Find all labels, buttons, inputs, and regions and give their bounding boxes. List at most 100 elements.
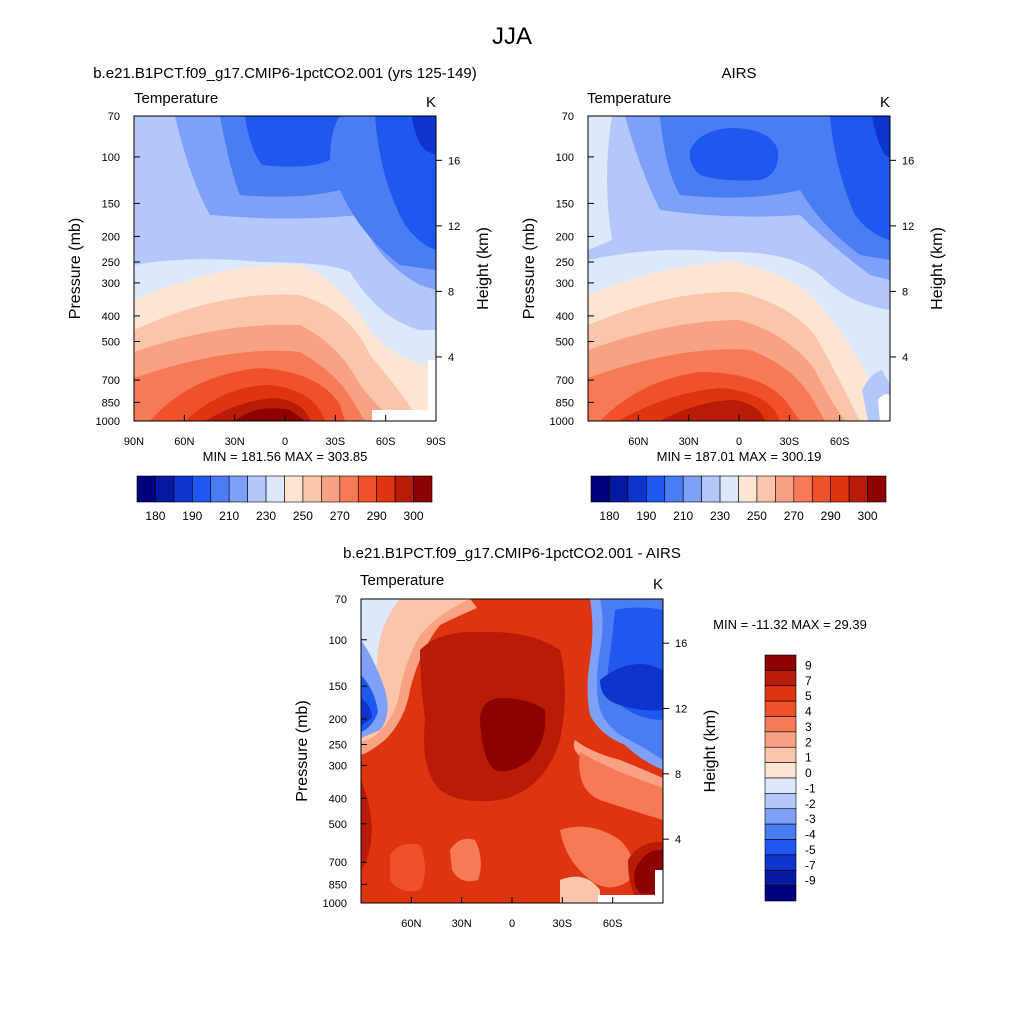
missing-data — [598, 895, 663, 903]
x-tick-label: 60S — [376, 436, 396, 448]
x-tick-label: 60S — [603, 918, 623, 930]
colorbar-swatch — [682, 475, 702, 503]
y2-tick-label: 16 — [675, 638, 687, 650]
panel-airs-stats: MIN = 187.01 MAX = 300.19 — [657, 449, 822, 464]
panel-model-variable: Temperature — [134, 90, 218, 107]
x-tick-label: 30S — [553, 918, 573, 930]
y2-tick-label: 16 — [448, 155, 460, 167]
colorbar-label: -5 — [805, 843, 816, 857]
y-tick-label: 700 — [556, 375, 574, 387]
colorbar-swatch — [764, 685, 797, 702]
x-tick-label: 60N — [174, 436, 194, 448]
colorbar-label: 180 — [599, 509, 619, 523]
y2-tick-label: 8 — [448, 286, 454, 298]
y-tick-label: 400 — [102, 311, 120, 323]
panel-model: b.e21.B1PCT.f09_g17.CMIP6-1pctCO2.001 (y… — [67, 65, 492, 523]
contour-band — [579, 752, 663, 820]
colorbar-swatch — [764, 823, 797, 840]
panel-model-colorbar: 180 190 210 230 250 270 290 300 — [136, 475, 433, 523]
colorbar-swatch — [339, 475, 359, 503]
panel-model-title: b.e21.B1PCT.f09_g17.CMIP6-1pctCO2.001 (y… — [93, 65, 477, 82]
panel-diff-units: K — [653, 576, 663, 593]
y2-axis-title: Height (km) — [475, 227, 492, 310]
colorbar-swatch — [764, 716, 797, 733]
y2-tick-label: 12 — [902, 221, 914, 233]
contour-band — [245, 116, 340, 167]
colorbar-swatch — [284, 475, 304, 503]
y-tick-label: 850 — [329, 879, 347, 891]
missing-data — [878, 394, 890, 421]
colorbar-swatch — [357, 475, 377, 503]
y-tick-label: 200 — [329, 714, 347, 726]
colorbar-swatch — [609, 475, 629, 503]
colorbar-swatch — [764, 654, 797, 671]
colorbar-swatch — [664, 475, 684, 503]
colorbar-swatch — [247, 475, 267, 503]
colorbar-swatch — [228, 475, 248, 503]
colorbar-swatch — [764, 793, 797, 810]
contour-band — [235, 408, 305, 421]
panel-model-stats: MIN = 181.56 MAX = 303.85 — [203, 449, 368, 464]
contour-band — [361, 599, 470, 742]
panel-airs-title: AIRS — [721, 65, 756, 82]
x-tick-label: 30S — [780, 436, 800, 448]
colorbar-label: 2 — [805, 735, 812, 749]
colorbar-label: -1 — [805, 781, 816, 795]
panel-diff-title: b.e21.B1PCT.f09_g17.CMIP6-1pctCO2.001 - … — [343, 545, 681, 562]
panel-airs-units: K — [880, 94, 890, 111]
y-tick-label: 250 — [102, 257, 120, 269]
y2-tick-label: 8 — [902, 286, 908, 298]
colorbar-label: 250 — [747, 509, 767, 523]
missing-data — [655, 870, 663, 903]
panel-diff-contours — [361, 599, 663, 903]
colorbar-swatch — [590, 475, 610, 503]
colorbar-label: -4 — [805, 828, 816, 842]
panel-model-axes: 90N 60N 30N 0 30S 60S 90S 70 100 150 200 250 300 400 5… — [67, 111, 492, 448]
y-tick-label: 700 — [329, 857, 347, 869]
y-tick-label: 250 — [329, 740, 347, 752]
colorbar-swatch — [764, 854, 797, 871]
missing-data — [372, 410, 436, 421]
colorbar-swatch — [413, 475, 433, 503]
contour-band — [375, 116, 436, 250]
y-tick-label: 300 — [329, 760, 347, 772]
y2-tick-label: 4 — [675, 834, 681, 846]
colorbar-swatch — [764, 700, 797, 717]
y-tick-label: 150 — [102, 198, 120, 210]
x-tick-label: 60S — [830, 436, 850, 448]
y-tick-label: 1000 — [550, 416, 574, 428]
panel-airs-colorbar: 180 190 210 230 250 270 290 300 — [590, 475, 887, 523]
y-tick-label: 1000 — [96, 416, 120, 428]
contour-band — [450, 838, 481, 882]
colorbar-swatch — [646, 475, 666, 503]
colorbar-label: 290 — [367, 509, 387, 523]
y-tick-label: 300 — [556, 278, 574, 290]
colorbar-label: 210 — [219, 509, 239, 523]
contour-band — [480, 698, 546, 772]
panel-model-contours — [134, 116, 436, 421]
colorbar-label: 180 — [145, 509, 165, 523]
x-tick-label: 30N — [679, 436, 699, 448]
colorbar-label: 290 — [821, 509, 841, 523]
colorbar-swatch — [764, 839, 797, 856]
colorbar-label: 300 — [404, 509, 424, 523]
contour-band — [872, 116, 890, 158]
contour-band — [412, 116, 436, 155]
panel-airs: AIRS Temperature K 60N 30N 0 30S 60S 70 100 150… — [521, 65, 946, 523]
y-tick-label: 150 — [329, 681, 347, 693]
colorbar-swatch — [764, 885, 797, 902]
x-tick-label: 30N — [225, 436, 245, 448]
y-axis-title: Pressure (mb) — [521, 218, 538, 319]
colorbar-swatch — [764, 777, 797, 794]
x-tick-label: 0 — [736, 436, 742, 448]
y-tick-label: 850 — [556, 397, 574, 409]
colorbar-swatch — [173, 475, 193, 503]
panel-airs-contours — [588, 116, 890, 421]
y-tick-label: 500 — [102, 337, 120, 349]
colorbar-swatch — [701, 475, 721, 503]
colorbar-label: 300 — [858, 509, 878, 523]
y-tick-label: 300 — [102, 278, 120, 290]
x-tick-label: 60N — [628, 436, 648, 448]
y-tick-label: 400 — [329, 793, 347, 805]
colorbar-swatch — [155, 475, 175, 503]
